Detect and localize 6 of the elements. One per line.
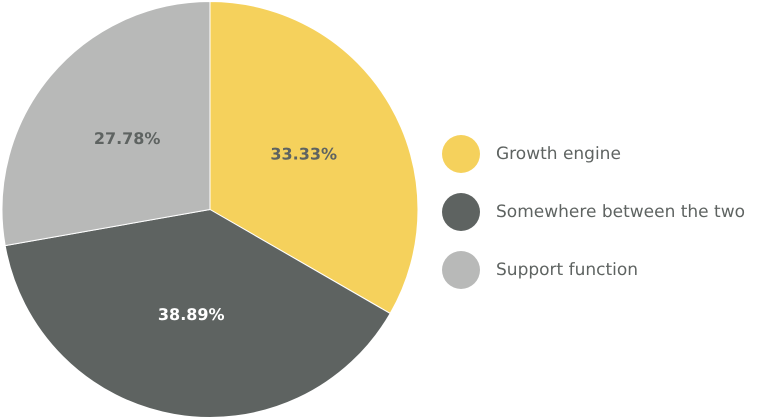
legend-label: Somewhere between the two <box>496 202 746 222</box>
data-label: 38.89% <box>158 305 225 324</box>
legend-label: Support function <box>496 260 638 280</box>
data-label: 33.33% <box>270 144 337 164</box>
legend-label: Growth engine <box>496 144 621 164</box>
data-label: 27.78% <box>94 129 160 148</box>
